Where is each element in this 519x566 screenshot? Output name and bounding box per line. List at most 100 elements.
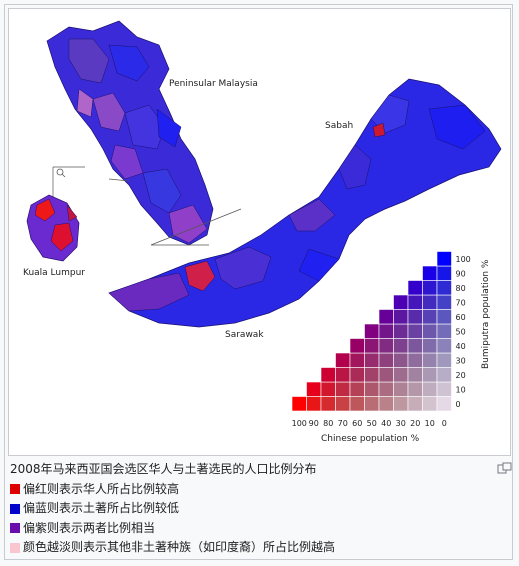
matrix-cell — [422, 265, 438, 281]
matrix-cell — [422, 309, 438, 325]
matrix-cell — [422, 280, 438, 296]
matrix-cell — [393, 367, 409, 383]
matrix-cell — [436, 381, 452, 397]
matrix-cell — [364, 338, 380, 354]
y-tick-label: 10 — [456, 385, 466, 394]
caption: 2008年马来西亚国会选区华人与土著选民的人口比例分布 偏红则表示华人所占比例较… — [10, 460, 510, 558]
pale-swatch — [10, 542, 20, 553]
y-tick-label: 70 — [456, 298, 466, 307]
matrix-cell — [422, 294, 438, 310]
matrix-cell — [378, 396, 394, 412]
map-figure: Peninsular Malaysia Sabah Sarawak Kuala … — [8, 8, 511, 456]
matrix-cell — [407, 309, 423, 325]
matrix-cell — [378, 323, 394, 339]
caption-title: 2008年马来西亚国会选区华人与土著选民的人口比例分布 — [10, 462, 317, 476]
matrix-cell — [393, 309, 409, 325]
x-tick-label: 10 — [425, 419, 435, 428]
x-tick-label: 60 — [352, 419, 362, 428]
matrix-cell — [436, 309, 452, 325]
peninsular-malaysia-map — [46, 20, 214, 246]
kuala-lumpur-inset — [26, 166, 85, 262]
matrix-cell — [407, 352, 423, 368]
matrix-cell — [320, 367, 336, 383]
matrix-cell — [436, 396, 452, 412]
matrix-cell — [320, 396, 336, 412]
borneo-map — [108, 78, 502, 328]
matrix-cell — [306, 396, 322, 412]
matrix-cell — [335, 381, 351, 397]
legend-item-blue: 偏蓝则表示土著所占比例较低 — [10, 499, 510, 519]
matrix-cell — [364, 323, 380, 339]
matrix-cell — [422, 338, 438, 354]
matrix-cell — [422, 396, 438, 412]
matrix-cell — [335, 396, 351, 412]
y-tick-label: 60 — [456, 313, 466, 322]
matrix-cell — [291, 396, 307, 412]
matrix-cell — [422, 367, 438, 383]
legend-text-pale: 颜色越淡则表示其他非土著种族（如印度裔）所占比例越高 — [23, 540, 336, 554]
matrix-cell — [393, 396, 409, 412]
legend-item-pale: 颜色越淡则表示其他非土著种族（如印度裔）所占比例越高 — [10, 538, 510, 558]
y-tick-label: 80 — [456, 284, 466, 293]
matrix-cell — [349, 367, 365, 383]
matrix-cell — [393, 338, 409, 354]
label-sarawak: Sarawak — [225, 330, 264, 340]
matrix-cell — [349, 338, 365, 354]
matrix-cell — [407, 396, 423, 412]
matrix-cell — [422, 323, 438, 339]
matrix-cell — [378, 338, 394, 354]
matrix-cell — [349, 396, 365, 412]
matrix-cell — [407, 323, 423, 339]
x-tick-label: 20 — [410, 419, 420, 428]
y-tick-label: 100 — [456, 255, 471, 264]
magnifier-icon — [56, 168, 66, 178]
enlarge-icon[interactable] — [497, 462, 513, 474]
matrix-cell — [364, 381, 380, 397]
x-tick-label: 90 — [309, 419, 319, 428]
matrix-cell — [393, 352, 409, 368]
matrix-cell — [306, 381, 322, 397]
legend-item-purple: 偏紫则表示两者比例相当 — [10, 519, 510, 539]
label-peninsular: Peninsular Malaysia — [169, 79, 258, 89]
matrix-cell — [349, 352, 365, 368]
label-sabah: Sabah — [325, 121, 353, 131]
matrix-x-label: Chinese population % — [321, 434, 420, 444]
matrix-cell — [393, 323, 409, 339]
matrix-cell — [335, 367, 351, 383]
legend-item-red: 偏红则表示华人所占比例较高 — [10, 480, 510, 500]
matrix-x-ticks: 100 90 80 70 60 50 40 30 20 10 0 — [292, 419, 447, 428]
matrix-cell — [407, 280, 423, 296]
matrix-cell — [407, 294, 423, 310]
matrix-cell — [422, 381, 438, 397]
matrix-cell — [436, 352, 452, 368]
matrix-cell — [378, 381, 394, 397]
purple-swatch — [10, 523, 20, 534]
x-tick-label: 80 — [323, 419, 333, 428]
matrix-cell — [393, 294, 409, 310]
matrix-cell — [436, 294, 452, 310]
x-tick-label: 0 — [442, 419, 447, 428]
red-swatch — [10, 484, 20, 495]
label-kuala-lumpur: Kuala Lumpur — [23, 268, 85, 278]
legend-text-purple: 偏紫则表示两者比例相当 — [23, 520, 156, 535]
y-tick-label: 20 — [456, 371, 466, 380]
matrix-cell — [436, 367, 452, 383]
x-tick-label: 30 — [396, 419, 406, 428]
matrix-cell — [407, 367, 423, 383]
matrix-cell — [378, 352, 394, 368]
x-tick-label: 100 — [292, 419, 307, 428]
matrix-cell — [335, 352, 351, 368]
matrix-cell — [436, 280, 452, 296]
y-tick-label: 40 — [456, 342, 466, 351]
matrix-y-label: Bumiputra population % — [481, 259, 491, 369]
y-tick-label: 0 — [456, 400, 461, 409]
x-tick-label: 50 — [367, 419, 377, 428]
blue-swatch — [10, 503, 20, 514]
matrix-cell — [349, 381, 365, 397]
x-tick-label: 70 — [338, 419, 348, 428]
matrix-cell — [393, 381, 409, 397]
color-matrix-legend — [291, 251, 452, 412]
matrix-cell — [436, 323, 452, 339]
matrix-cell — [436, 251, 452, 267]
